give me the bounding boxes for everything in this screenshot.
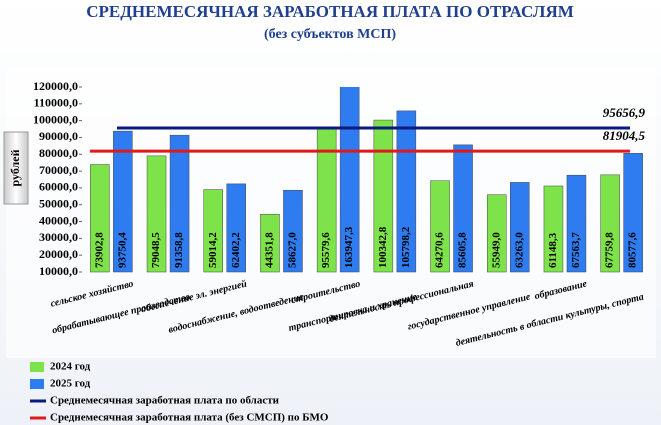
legend-label: 2025 год xyxy=(50,378,91,390)
value-label: 64270,6 xyxy=(434,232,446,268)
bar xyxy=(510,182,530,273)
y-tick-label: 70000,0 xyxy=(39,163,78,177)
value-label: 79048,5 xyxy=(150,232,162,268)
y-tick-label: 10000,0 xyxy=(39,264,78,278)
legend-label: 2024 год xyxy=(50,361,91,373)
y-tick-label: 50000,0 xyxy=(39,196,78,210)
value-label: 93750,4 xyxy=(116,232,128,268)
reference-label: 95656,9 xyxy=(603,105,646,120)
legend-swatch xyxy=(30,362,44,372)
y-tick-label: 120000,0 xyxy=(33,79,78,93)
bar xyxy=(339,87,360,273)
chart-title: СРЕДНЕМЕСЯЧНАЯ ЗАРАБОТНАЯ ПЛАТА ПО ОТРАС… xyxy=(86,2,574,21)
value-label: 91358,8 xyxy=(173,232,185,268)
value-label: 100342,8 xyxy=(377,226,389,268)
value-label: 59014,2 xyxy=(207,232,219,268)
value-label: 80577,6 xyxy=(627,232,639,268)
value-label: 62402,2 xyxy=(230,232,242,268)
bar xyxy=(566,174,587,273)
legend-label: Среднемесячная заработная плата (без СМС… xyxy=(50,412,329,424)
value-label: 105798,2 xyxy=(400,226,412,268)
legend-swatch xyxy=(30,379,44,389)
bar xyxy=(260,213,280,273)
y-axis-label: рублей xyxy=(8,149,22,186)
value-label: 58627,0 xyxy=(286,232,298,268)
y-tick-label: 90000,0 xyxy=(39,129,78,143)
bar xyxy=(373,119,394,273)
value-label: 67759,8 xyxy=(604,232,616,268)
value-label: 73902,8 xyxy=(93,232,105,268)
bar xyxy=(90,164,110,273)
bar xyxy=(623,153,643,273)
reference-label: 81904,5 xyxy=(603,128,646,143)
bar xyxy=(203,189,223,273)
y-tick-label: 30000,0 xyxy=(39,230,78,244)
value-label: 61148,3 xyxy=(547,232,559,268)
chart-subtitle: (без субъектов МСП) xyxy=(264,27,396,42)
bar xyxy=(543,185,564,273)
value-label: 163947,3 xyxy=(343,226,355,268)
bar xyxy=(453,144,473,273)
y-label-box xyxy=(3,131,29,205)
y-tick-label: 40000,0 xyxy=(39,213,78,227)
bar xyxy=(169,134,190,273)
y-tick-label: 20000,0 xyxy=(39,247,78,261)
legend-label: Среднемесячная заработная плата по облас… xyxy=(50,395,280,407)
value-label: 63263,0 xyxy=(513,232,525,268)
y-tick-label: 60000,0 xyxy=(39,180,78,194)
bar xyxy=(487,194,507,273)
bar xyxy=(600,174,620,273)
y-tick-label: 110000,0 xyxy=(34,96,78,110)
value-label: 55949,0 xyxy=(490,232,502,268)
value-label: 67563,7 xyxy=(570,232,582,268)
bar xyxy=(283,189,303,273)
value-label: 44351,8 xyxy=(263,232,275,268)
plot-area xyxy=(90,87,643,273)
bar xyxy=(113,130,133,273)
y-tick-label: 80000,0 xyxy=(39,146,78,160)
bar xyxy=(146,155,167,273)
value-label: 95579,6 xyxy=(320,232,332,268)
bar xyxy=(430,180,450,273)
y-tick-label: 100000,0 xyxy=(33,112,78,126)
bar xyxy=(226,183,246,273)
value-label: 85605,8 xyxy=(457,232,469,268)
